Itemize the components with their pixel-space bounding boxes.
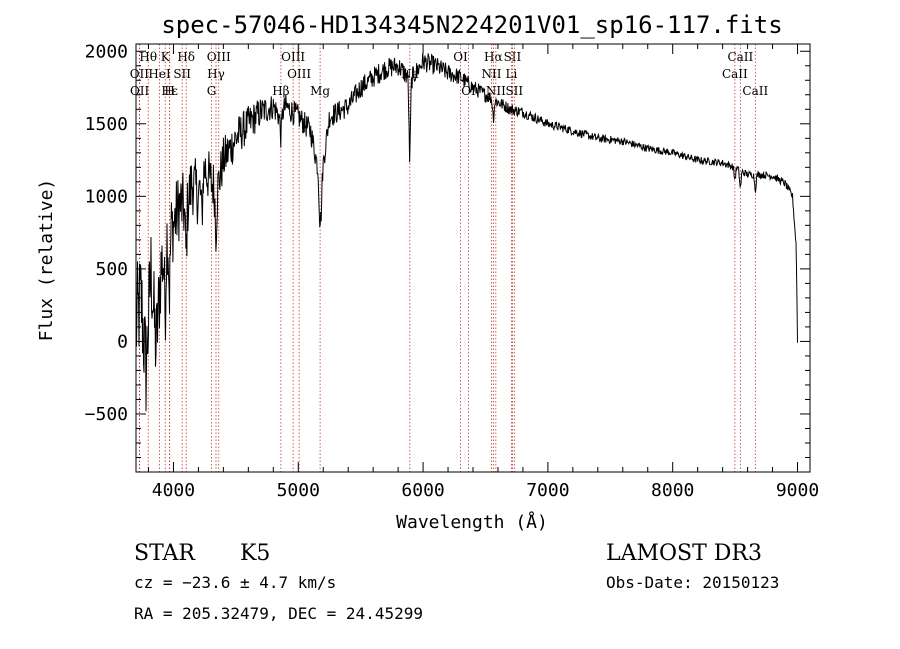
- x-tick-label-0: 4000: [152, 480, 195, 501]
- line-label-15: Mg: [310, 84, 330, 98]
- x-axis: 4000 5000 6000 7000 8000 9000: [147, 44, 819, 501]
- line-label-12: OIII: [281, 50, 305, 64]
- line-label-14: Hβ: [272, 84, 289, 98]
- line-label-21: NII: [486, 84, 506, 98]
- y-axis-label: Flux (relative): [36, 179, 57, 342]
- line-label-5: K: [161, 50, 171, 64]
- y-tick-label-3: 1000: [85, 186, 128, 207]
- x-tick-label-2: 6000: [401, 480, 444, 501]
- survey-name: LAMOST DR3: [606, 541, 762, 566]
- chart-title: spec-57046-HD134345N224201V01_sp16-117.f…: [161, 11, 782, 39]
- line-label-27: CaII: [742, 84, 768, 98]
- line-label-19: Hα: [484, 50, 503, 64]
- x-tick-label-3: 7000: [526, 480, 569, 501]
- x-tick-label-4: 8000: [651, 480, 694, 501]
- y-tick-label-1: 0: [117, 331, 128, 352]
- line-label-4: HeI: [148, 67, 171, 81]
- line-label-24: SII: [505, 84, 523, 98]
- line-label-7: SII: [173, 67, 191, 81]
- redshift-readout: cz = −23.6 ± 4.7 km/s: [134, 573, 336, 592]
- plot-frame: [135, 43, 811, 473]
- line-label-22: SII: [504, 50, 522, 64]
- y-tick-label-2: 500: [95, 259, 128, 280]
- y-tick-label-4: 1500: [85, 114, 128, 135]
- line-label-9: OIII: [207, 50, 231, 64]
- y-tick-label-0: −500: [85, 404, 128, 425]
- line-label-17: OI: [453, 50, 468, 64]
- line-label-23: Li: [506, 67, 518, 81]
- coordinates-readout: RA = 205.32479, DEC = 24.45299: [134, 604, 423, 623]
- object-class: STAR: [134, 541, 196, 566]
- x-tick-label-1: 5000: [277, 480, 320, 501]
- object-subclass: K5: [240, 541, 270, 566]
- line-label-8: Hδ: [177, 50, 195, 64]
- line-label-2: OII: [130, 84, 150, 98]
- line-label-26: CaII: [722, 67, 748, 81]
- line-label-10: Hγ: [207, 67, 225, 81]
- observation-date: Obs-Date: 20150123: [606, 573, 779, 592]
- line-label-11: G: [207, 84, 217, 98]
- x-tick-label-5: 9000: [776, 480, 819, 501]
- line-label-1: OII: [130, 67, 150, 81]
- y-axis: −500 0 500 1000 1500 2000: [85, 41, 810, 458]
- line-label-13: OIII: [287, 67, 311, 81]
- line-label-20: NII: [481, 67, 501, 81]
- series-flux: [135, 53, 798, 412]
- line-label-6: H: [164, 84, 174, 98]
- line-label-25: CaII: [727, 50, 753, 64]
- x-axis-label: Wavelength (Å): [396, 511, 548, 533]
- line-label-0: Hθ: [139, 50, 157, 64]
- y-tick-label-5: 2000: [85, 41, 128, 62]
